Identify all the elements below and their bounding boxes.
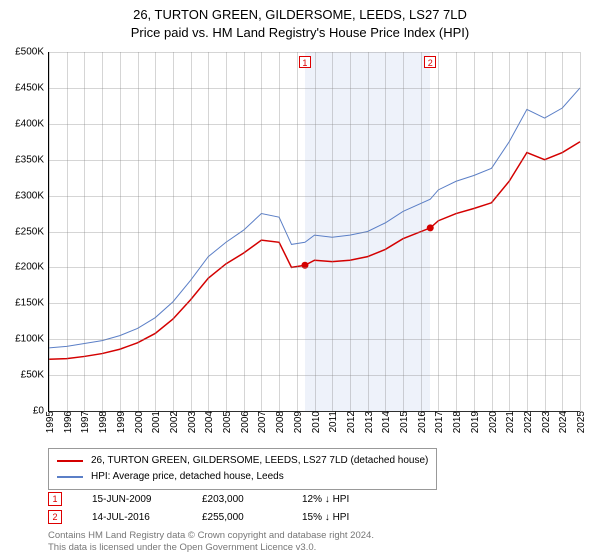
x-tick-label: 2004 bbox=[204, 411, 215, 433]
x-tick-label: 1997 bbox=[80, 411, 91, 433]
x-tick-label: 2003 bbox=[187, 411, 198, 433]
sale-date: 14-JUL-2016 bbox=[92, 512, 172, 523]
legend-label: HPI: Average price, detached house, Leed… bbox=[91, 469, 284, 485]
y-tick-label: £450K bbox=[15, 82, 44, 93]
y-tick-label: £150K bbox=[15, 298, 44, 309]
y-tick-label: £0 bbox=[33, 406, 44, 417]
y-tick-label: £200K bbox=[15, 262, 44, 273]
y-tick-label: £500K bbox=[15, 47, 44, 58]
x-tick-label: 1996 bbox=[63, 411, 74, 433]
sales-table: 1 15-JUN-2009 £203,000 12% ↓ HPI 2 14-JU… bbox=[48, 490, 349, 526]
sale-marker-flag: 2 bbox=[424, 56, 436, 68]
y-tick-label: £400K bbox=[15, 118, 44, 129]
x-tick-label: 2001 bbox=[151, 411, 162, 433]
x-tick-label: 2022 bbox=[523, 411, 534, 433]
x-tick-label: 2009 bbox=[293, 411, 304, 433]
footnote-line-2: This data is licensed under the Open Gov… bbox=[48, 542, 374, 554]
x-tick-label: 2018 bbox=[452, 411, 463, 433]
x-tick-label: 2020 bbox=[488, 411, 499, 433]
x-tick-label: 2010 bbox=[311, 411, 322, 433]
y-tick-label: £100K bbox=[15, 334, 44, 345]
x-tick-label: 2025 bbox=[576, 411, 587, 433]
x-tick-label: 2023 bbox=[541, 411, 552, 433]
x-tick-label: 2021 bbox=[505, 411, 516, 433]
legend-swatch bbox=[57, 476, 83, 478]
legend-item-property: 26, TURTON GREEN, GILDERSOME, LEEDS, LS2… bbox=[57, 453, 428, 469]
y-tick-label: £250K bbox=[15, 226, 44, 237]
sale-marker-number: 2 bbox=[48, 510, 62, 524]
sale-delta: 15% ↓ HPI bbox=[302, 512, 349, 523]
legend-label: 26, TURTON GREEN, GILDERSOME, LEEDS, LS2… bbox=[91, 453, 428, 469]
x-tick-label: 2017 bbox=[434, 411, 445, 433]
x-tick-label: 2002 bbox=[169, 411, 180, 433]
chart-title: 26, TURTON GREEN, GILDERSOME, LEEDS, LS2… bbox=[0, 0, 600, 41]
x-tick-label: 2012 bbox=[346, 411, 357, 433]
x-tick-label: 2015 bbox=[399, 411, 410, 433]
footnote: Contains HM Land Registry data © Crown c… bbox=[48, 530, 374, 555]
x-tick-label: 1999 bbox=[116, 411, 127, 433]
x-tick-label: 2019 bbox=[470, 411, 481, 433]
x-tick-label: 2024 bbox=[558, 411, 569, 433]
sale-delta: 12% ↓ HPI bbox=[302, 494, 349, 505]
x-tick-label: 1995 bbox=[45, 411, 56, 433]
x-tick-label: 2000 bbox=[134, 411, 145, 433]
sale-price: £255,000 bbox=[202, 512, 272, 523]
y-tick-label: £350K bbox=[15, 154, 44, 165]
x-tick-label: 2013 bbox=[364, 411, 375, 433]
chart-container: 26, TURTON GREEN, GILDERSOME, LEEDS, LS2… bbox=[0, 0, 600, 560]
footnote-line-1: Contains HM Land Registry data © Crown c… bbox=[48, 530, 374, 542]
sale-date: 15-JUN-2009 bbox=[92, 494, 172, 505]
plot-area: £0£50K£100K£150K£200K£250K£300K£350K£400… bbox=[48, 52, 580, 412]
y-tick-label: £300K bbox=[15, 190, 44, 201]
x-tick-label: 2016 bbox=[417, 411, 428, 433]
sale-marker-number: 1 bbox=[48, 492, 62, 506]
legend: 26, TURTON GREEN, GILDERSOME, LEEDS, LS2… bbox=[48, 448, 437, 490]
x-tick-label: 1998 bbox=[98, 411, 109, 433]
x-tick-label: 2005 bbox=[222, 411, 233, 433]
sale-row: 1 15-JUN-2009 £203,000 12% ↓ HPI bbox=[48, 490, 349, 508]
x-tick-label: 2011 bbox=[328, 411, 339, 433]
x-tick-label: 2007 bbox=[257, 411, 268, 433]
x-tick-label: 2006 bbox=[240, 411, 251, 433]
title-line-2: Price paid vs. HM Land Registry's House … bbox=[0, 24, 600, 42]
sale-marker-flag: 1 bbox=[299, 56, 311, 68]
title-line-1: 26, TURTON GREEN, GILDERSOME, LEEDS, LS2… bbox=[0, 6, 600, 24]
sale-row: 2 14-JUL-2016 £255,000 15% ↓ HPI bbox=[48, 508, 349, 526]
legend-swatch bbox=[57, 460, 83, 462]
y-tick-label: £50K bbox=[21, 370, 44, 381]
x-tick-label: 2014 bbox=[381, 411, 392, 433]
sale-price: £203,000 bbox=[202, 494, 272, 505]
legend-item-hpi: HPI: Average price, detached house, Leed… bbox=[57, 469, 428, 485]
x-tick-label: 2008 bbox=[275, 411, 286, 433]
